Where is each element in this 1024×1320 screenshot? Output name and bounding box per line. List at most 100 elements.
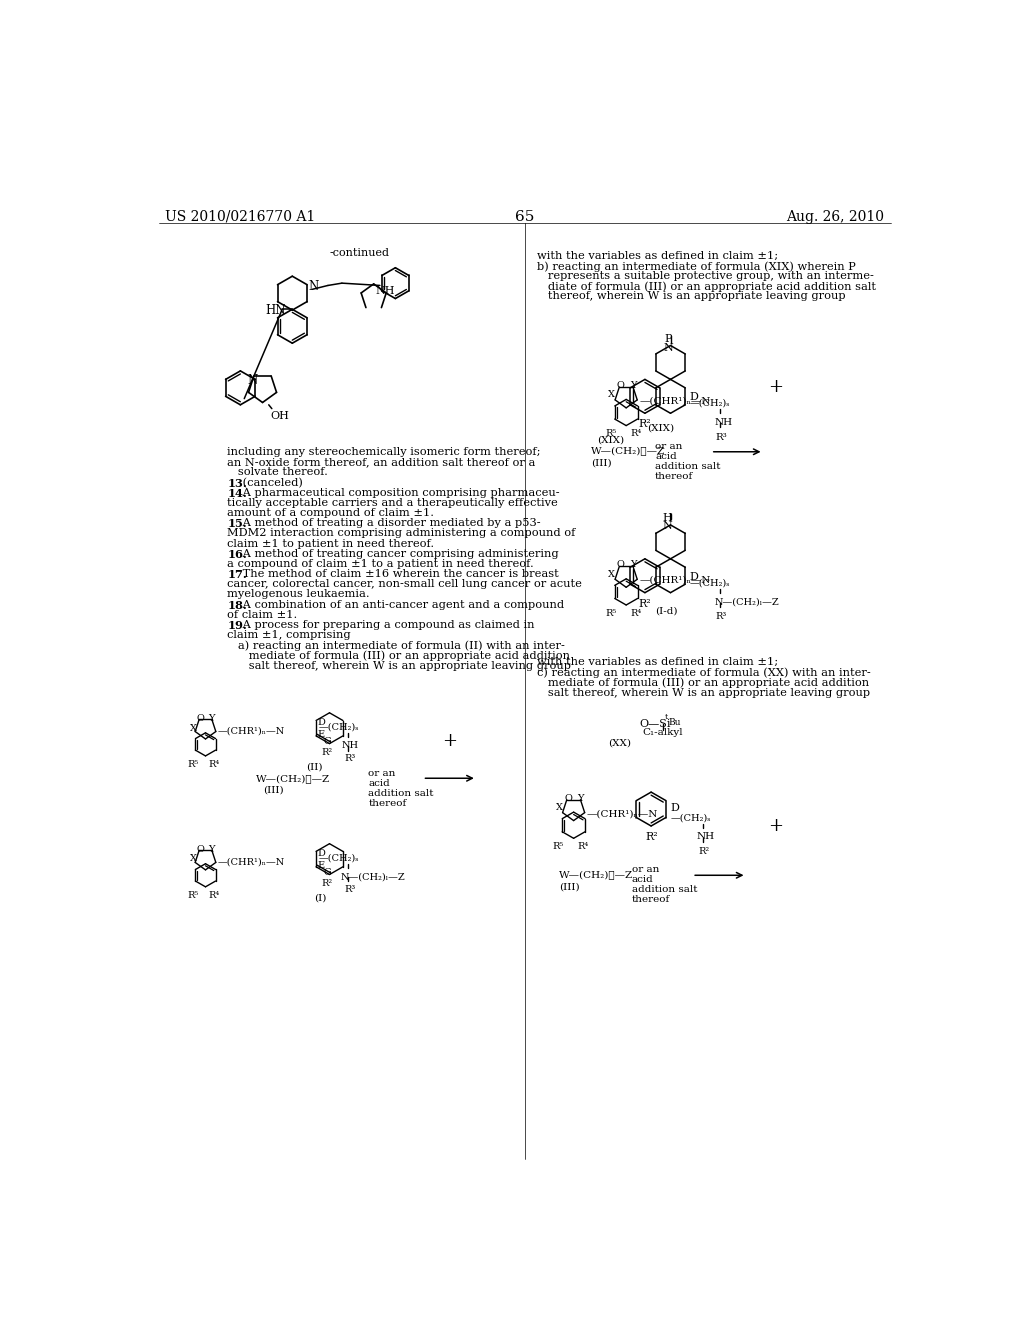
Text: R⁵: R⁵ [187,891,199,900]
Text: 19.: 19. [227,620,247,631]
Text: or an: or an [632,866,659,874]
Text: R³: R³ [716,612,727,620]
Text: 16.: 16. [227,549,247,560]
Text: N—(CH₂)ₗ—Z: N—(CH₂)ₗ—Z [340,873,404,882]
Text: diate of formula (III) or an appropriate acid addition salt: diate of formula (III) or an appropriate… [538,281,877,292]
Text: (III): (III) [263,785,285,795]
Text: N: N [308,280,318,293]
Text: W—(CH₂)⁲—Z: W—(CH₂)⁲—Z [256,775,330,783]
Text: D: D [317,718,326,727]
Text: a) reacting an intermediate of formula (II) with an inter-: a) reacting an intermediate of formula (… [227,640,565,651]
Text: O: O [616,381,625,389]
Text: X: X [608,570,615,578]
Text: R⁴: R⁴ [209,760,220,768]
Text: with the variables as defined in claim ±1;: with the variables as defined in claim ±… [538,251,778,261]
Text: 65: 65 [515,210,535,224]
Text: salt thereof, wherein W is an appropriate leaving group: salt thereof, wherein W is an appropriat… [538,688,870,698]
Text: E: E [317,730,325,739]
Text: claim ±1, comprising: claim ±1, comprising [227,630,351,640]
Text: (XX): (XX) [608,739,632,748]
Text: D: D [690,392,698,403]
Text: (I): (I) [314,894,327,903]
Text: Aug. 26, 2010: Aug. 26, 2010 [786,210,885,224]
Text: R⁵: R⁵ [187,760,199,768]
Text: R³: R³ [344,755,355,763]
Text: D: D [317,849,326,858]
Text: of claim ±1.: of claim ±1. [227,610,297,620]
Text: or an: or an [655,442,682,450]
Text: 15.: 15. [227,519,247,529]
Text: R²: R² [645,832,657,842]
Text: mediate of formula (III) or an appropriate acid addition: mediate of formula (III) or an appropria… [227,651,570,661]
Text: amount of a compound of claim ±1.: amount of a compound of claim ±1. [227,508,434,519]
Text: R²: R² [639,420,651,429]
Text: (XIX): (XIX) [647,424,675,432]
Text: (III): (III) [559,882,580,891]
Text: US 2010/0216770 A1: US 2010/0216770 A1 [165,210,315,224]
Text: O: O [564,793,572,803]
Text: D: D [671,803,679,813]
Text: HN: HN [265,305,286,317]
Text: (XIX): (XIX) [597,436,624,445]
Text: D: D [690,572,698,582]
Text: addition salt: addition salt [632,886,697,894]
Text: 17.: 17. [227,569,247,579]
Text: +: + [442,733,457,750]
Text: X: X [190,854,197,863]
Text: c) reacting an intermediate of formula (XX) with an inter-: c) reacting an intermediate of formula (… [538,668,871,678]
Text: +: + [768,378,783,396]
Text: NH: NH [715,418,733,426]
Text: W—(CH₂)⁲—Z: W—(CH₂)⁲—Z [559,870,633,879]
Text: represents a suitable protective group, with an interme-: represents a suitable protective group, … [538,271,874,281]
Text: R²: R² [322,879,333,888]
Text: X: X [556,803,563,812]
Text: an N-oxide form thereof, an addition salt thereof or a: an N-oxide form thereof, an addition sal… [227,457,536,467]
Text: E: E [317,861,325,870]
Text: OH: OH [270,411,289,421]
Text: salt thereof, wherein W is an appropriate leaving group: salt thereof, wherein W is an appropriat… [227,660,571,671]
Text: O: O [616,561,625,569]
Text: myelogenous leukaemia.: myelogenous leukaemia. [227,590,370,599]
Text: -continued: -continued [330,248,389,259]
Text: —(CHR¹)ₙ—N: —(CHR¹)ₙ—N [217,858,285,866]
Text: addition salt: addition salt [655,462,721,471]
Text: N: N [664,343,673,354]
Text: X: X [190,723,197,733]
Text: NH: NH [342,742,358,750]
Text: R⁴: R⁴ [578,842,589,851]
Text: —(CH₂)ₛ: —(CH₂)ₛ [689,399,729,408]
Text: Y: Y [208,714,214,723]
Text: acid: acid [655,451,677,461]
Text: a compound of claim ±1 to a patient in need thereof.: a compound of claim ±1 to a patient in n… [227,558,534,569]
Text: 14.: 14. [227,488,247,499]
Text: with the variables as defined in claim ±1;: with the variables as defined in claim ±… [538,657,778,668]
Text: R²: R² [322,748,333,758]
Text: N: N [663,521,673,531]
Text: —(CHR¹)ₙ—N: —(CHR¹)ₙ—N [587,809,658,818]
Text: (I-d): (I-d) [655,607,678,615]
Text: acid: acid [369,779,390,788]
Text: solvate thereof.: solvate thereof. [227,467,328,478]
Text: tically acceptable carriers and a therapeutically effective: tically acceptable carriers and a therap… [227,498,558,508]
Text: W—(CH₂)⁲—Z: W—(CH₂)⁲—Z [591,446,665,455]
Text: —(CH₂)ₛ: —(CH₂)ₛ [689,578,729,587]
Text: A pharmaceutical composition comprising pharmaceu-: A pharmaceutical composition comprising … [239,488,560,498]
Text: NH: NH [375,286,394,296]
Text: H: H [663,512,673,523]
Text: Bu: Bu [669,718,681,727]
Text: thereof: thereof [655,471,693,480]
Text: R²: R² [698,847,710,855]
Text: O—Si: O—Si [640,719,671,729]
Text: C₁-alkyl: C₁-alkyl [643,729,683,737]
Text: 13.: 13. [227,478,247,488]
Text: R⁴: R⁴ [630,609,641,618]
Text: —(CHR¹)ₙ—N: —(CHR¹)ₙ—N [639,576,711,585]
Text: R⁴: R⁴ [630,429,641,438]
Text: O: O [197,714,204,723]
Text: R⁴: R⁴ [209,891,220,900]
Text: G: G [324,738,331,746]
Text: —(CHR¹)ₙ—N: —(CHR¹)ₙ—N [217,726,285,735]
Text: (canceled): (canceled) [239,478,303,488]
Text: Y: Y [578,793,584,803]
Text: R⁵: R⁵ [553,842,564,851]
